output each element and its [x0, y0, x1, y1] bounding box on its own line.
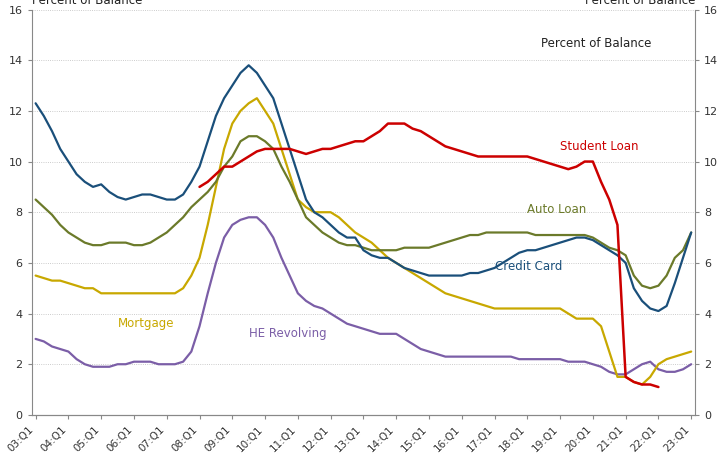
Text: Student Loan: Student Loan	[560, 140, 639, 153]
Text: Credit Card: Credit Card	[494, 260, 562, 273]
Text: Percent of Balance: Percent of Balance	[585, 0, 695, 7]
Text: HE Revolving: HE Revolving	[248, 327, 327, 340]
Text: Percent of Balance: Percent of Balance	[542, 38, 652, 50]
Text: Percent of Balance: Percent of Balance	[32, 0, 142, 7]
Text: Auto Loan: Auto Loan	[527, 203, 586, 216]
Text: Mortgage: Mortgage	[117, 317, 174, 330]
